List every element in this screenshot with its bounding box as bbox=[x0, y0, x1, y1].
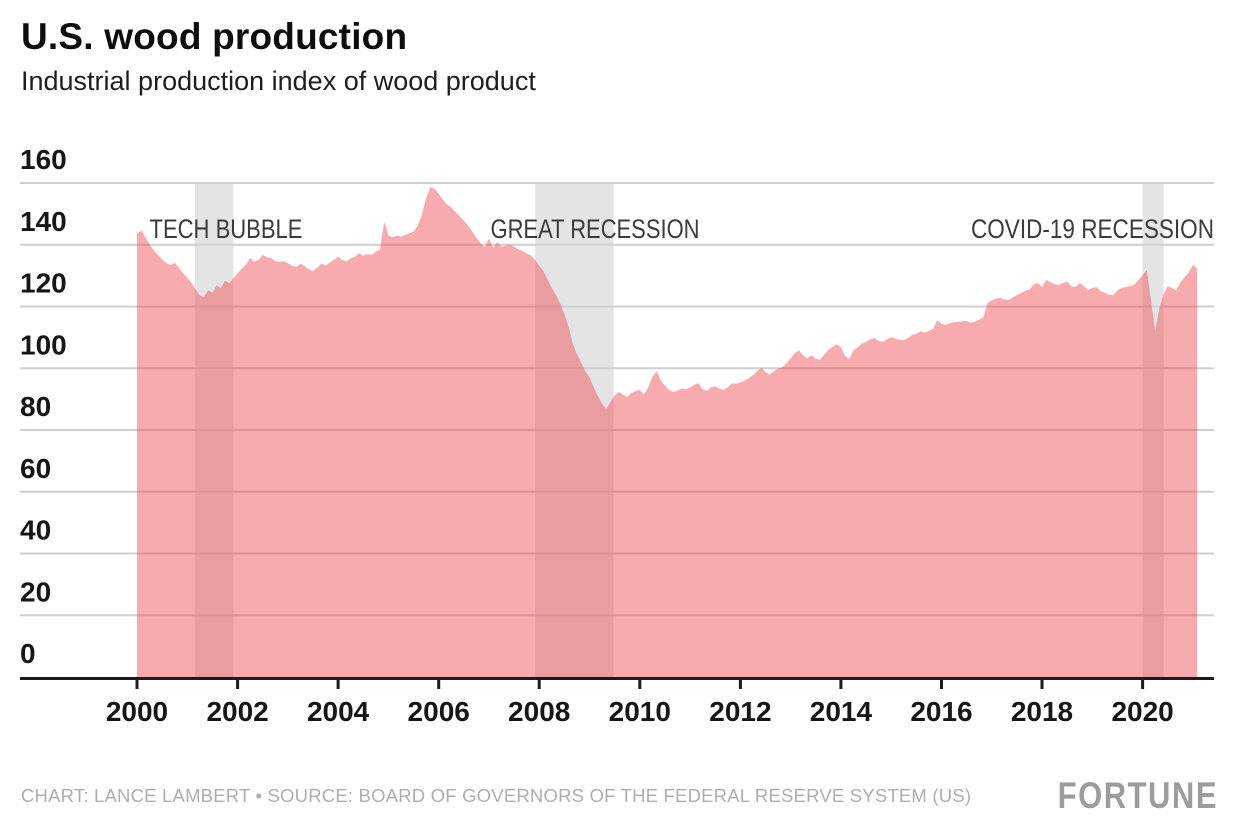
y-tick-label-20: 20 bbox=[20, 576, 51, 607]
chart-credit: CHART: LANCE LAMBERT • SOURCE: BOARD OF … bbox=[21, 785, 972, 806]
y-tick-label-140: 140 bbox=[20, 206, 67, 237]
y-tick-label-160: 160 bbox=[20, 144, 67, 175]
x-tick-label-2008: 2008 bbox=[508, 696, 570, 727]
x-tick-label-2002: 2002 bbox=[206, 696, 268, 727]
fortune-logo: FORTUNE bbox=[1057, 774, 1218, 817]
x-tick-label-2014: 2014 bbox=[810, 696, 873, 727]
x-tick-label-2006: 2006 bbox=[408, 696, 470, 727]
x-tick-label-2018: 2018 bbox=[1011, 696, 1073, 727]
chart-subtitle: Industrial production index of wood prod… bbox=[21, 65, 536, 96]
chart-header: U.S. wood production Industrial producti… bbox=[21, 16, 536, 97]
chart-footer: CHART: LANCE LAMBERT • SOURCE: BOARD OF … bbox=[0, 774, 1240, 820]
x-tick-label-2012: 2012 bbox=[709, 696, 771, 727]
x-tick-label-2016: 2016 bbox=[910, 696, 972, 727]
area-series bbox=[137, 187, 1198, 678]
x-tick-label-2020: 2020 bbox=[1111, 696, 1173, 727]
recession-label-2: COVID-19 RECESSION bbox=[971, 214, 1214, 244]
recession-label-0: TECH BUBBLE bbox=[150, 214, 303, 244]
y-tick-label-100: 100 bbox=[20, 329, 67, 360]
recession-label-1: GREAT RECESSION bbox=[491, 214, 700, 244]
y-tick-label-120: 120 bbox=[20, 268, 67, 299]
x-tick-label-2004: 2004 bbox=[307, 696, 370, 727]
y-tick-label-80: 80 bbox=[20, 391, 51, 422]
x-tick-label-2010: 2010 bbox=[609, 696, 671, 727]
x-tick-label-2000: 2000 bbox=[106, 696, 168, 727]
y-tick-label-0: 0 bbox=[20, 638, 36, 669]
y-tick-label-40: 40 bbox=[20, 515, 51, 546]
chart-title: U.S. wood production bbox=[21, 16, 408, 57]
y-tick-label-60: 60 bbox=[20, 453, 51, 484]
wood-production-area-chart: 2000 2002 2004 2006 2008 2010 2012 2014 2016 2018… bbox=[20, 144, 1214, 727]
